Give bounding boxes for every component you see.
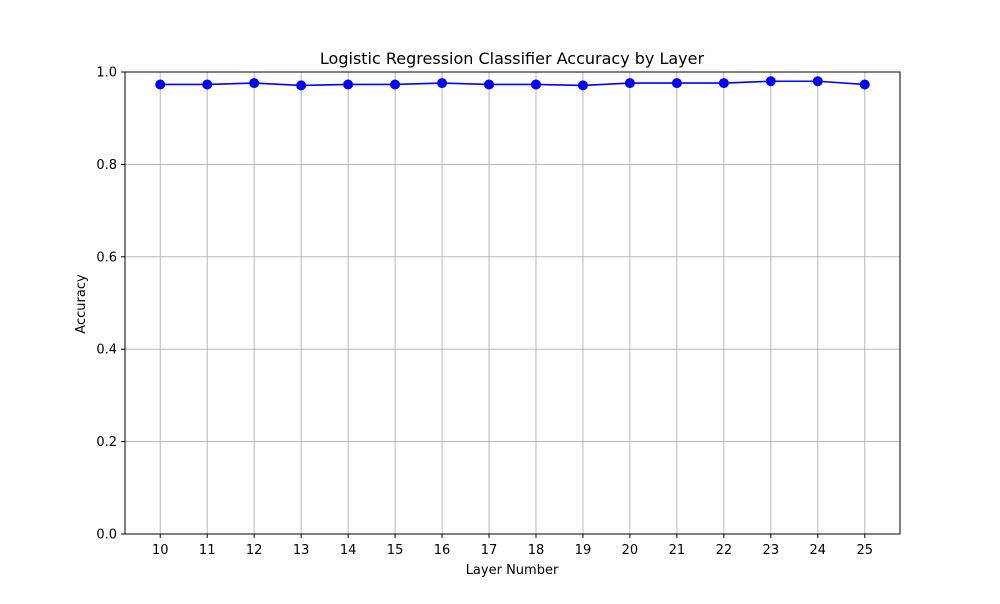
y-tick-label: 0.4 [96, 343, 117, 358]
data-point [624, 78, 635, 89]
x-tick-label: 15 [387, 543, 404, 558]
x-tick-label: 20 [622, 543, 639, 558]
x-tick-label: 16 [434, 543, 451, 558]
series-line [160, 80, 865, 87]
y-axis-label: Accuracy [74, 274, 89, 334]
x-tick-label: 18 [528, 543, 545, 558]
data-point [343, 79, 354, 90]
y-tick-label: 0.0 [96, 528, 117, 543]
data-point [765, 76, 776, 87]
data-point [484, 79, 495, 90]
x-tick-label: 11 [199, 543, 216, 558]
x-tick-label: 10 [152, 543, 169, 558]
x-axis-ticks: 10 11 12 13 14 15 16 17 18 19 20 21 22 23 24 25 [152, 534, 873, 558]
data-point [155, 79, 166, 90]
x-tick-label: 21 [669, 543, 686, 558]
y-tick-label: 0.8 [96, 158, 117, 173]
data-point [390, 79, 401, 90]
data-point [296, 80, 307, 91]
chart-title: Logistic Regression Classifier Accuracy … [320, 49, 705, 68]
y-tick-label: 0.6 [96, 250, 117, 265]
y-tick-label: 0.2 [96, 435, 117, 450]
x-tick-label: 24 [810, 543, 827, 558]
x-tick-label: 13 [293, 543, 310, 558]
x-tick-label: 14 [340, 543, 357, 558]
data-point [530, 79, 541, 90]
data-point [577, 80, 588, 91]
x-tick-label: 23 [763, 543, 780, 558]
data-point [202, 79, 213, 90]
axes [124, 71, 901, 535]
y-tick-label: 1.0 [96, 66, 117, 81]
data-point [671, 78, 682, 89]
plot-frame [124, 71, 901, 535]
x-axis-label: Layer Number [466, 563, 559, 578]
x-tick-label: 22 [716, 543, 733, 558]
series-layer [155, 76, 870, 91]
data-point [859, 79, 870, 90]
x-tick-label: 25 [856, 543, 873, 558]
data-point [718, 78, 729, 89]
x-tick-label: 12 [246, 543, 263, 558]
data-point [812, 76, 823, 87]
data-point [437, 78, 448, 89]
data-point [249, 78, 260, 89]
x-tick-label: 17 [481, 543, 498, 558]
y-axis-ticks: 0.0 0.2 0.4 0.6 0.8 1.0 [96, 66, 125, 543]
x-tick-label: 19 [575, 543, 592, 558]
